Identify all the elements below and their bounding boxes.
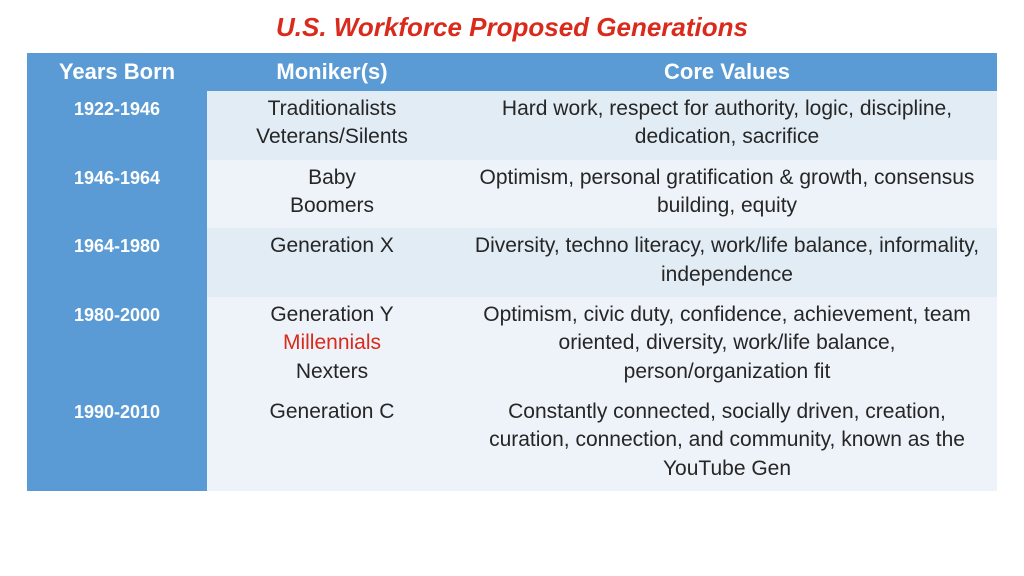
core-values-cell: Constantly connected, socially driven, c… <box>457 394 997 491</box>
col-header-moniker: Moniker(s) <box>207 53 457 91</box>
col-header-values: Core Values <box>457 53 997 91</box>
table-row: 1964-1980 Generation X Diversity, techno l… <box>27 228 997 297</box>
table-header-row: Years Born Moniker(s) Core Values <box>27 53 997 91</box>
moniker-cell: Generation C <box>207 394 457 491</box>
core-values-cell: Optimism, civic duty, confidence, achiev… <box>457 297 997 394</box>
moniker-line: Nexters <box>215 358 449 386</box>
table-row: 1980-2000Generation YMillennialsNextersO… <box>27 297 997 394</box>
moniker-line: Millennials <box>215 329 449 357</box>
moniker-line: Generation Y <box>215 301 449 329</box>
generations-table: Years Born Moniker(s) Core Values 1922-1… <box>27 53 997 491</box>
years-cell: 1946-1964 <box>27 160 207 229</box>
table-row: 1946-1964BabyBoomersOptimism, personal g… <box>27 160 997 229</box>
core-values-cell: Optimism, personal gratification & growt… <box>457 160 997 229</box>
col-header-years: Years Born <box>27 53 207 91</box>
moniker-line: Baby <box>215 164 449 192</box>
core-values-cell: Hard work, respect for authority, logic,… <box>457 91 997 160</box>
moniker-line: Boomers <box>215 192 449 220</box>
core-values-cell: Diversity, techno literacy, work/life ba… <box>457 228 997 297</box>
page-title: U.S. Workforce Proposed Generations <box>0 0 1024 53</box>
moniker-line: Generation X <box>215 232 449 260</box>
moniker-cell: BabyBoomers <box>207 160 457 229</box>
moniker-cell: Generation YMillennialsNexters <box>207 297 457 394</box>
moniker-line: Generation C <box>215 398 449 426</box>
years-cell: 1922-1946 <box>27 91 207 160</box>
years-cell: 1990-2010 <box>27 394 207 491</box>
table-row: 1922-1946TraditionalistsVeterans/Silents… <box>27 91 997 160</box>
years-cell: 1980-2000 <box>27 297 207 394</box>
years-cell: 1964-1980 <box>27 228 207 297</box>
moniker-cell: Generation X <box>207 228 457 297</box>
table-row: 1990-2010 Generation C Constantly connecte… <box>27 394 997 491</box>
moniker-cell: TraditionalistsVeterans/Silents <box>207 91 457 160</box>
moniker-line: Veterans/Silents <box>215 123 449 151</box>
moniker-line: Traditionalists <box>215 95 449 123</box>
